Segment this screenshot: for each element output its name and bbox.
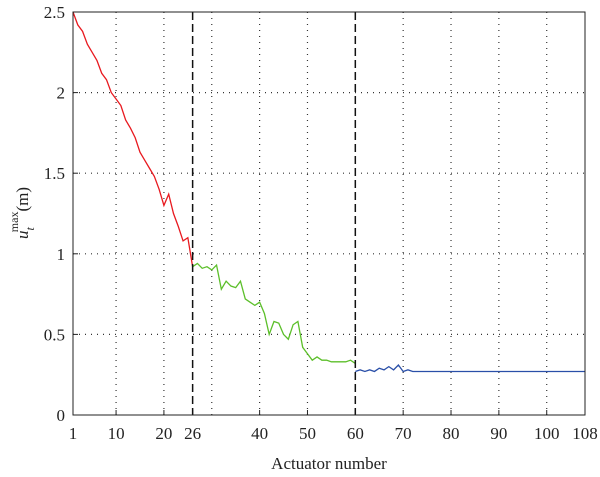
y-label-base: u — [13, 231, 32, 240]
x-tick-label: 20 — [155, 424, 172, 443]
x-tick-label: 60 — [347, 424, 364, 443]
y-tick-label: 0.5 — [44, 325, 65, 344]
x-tick-label: 40 — [251, 424, 268, 443]
x-tick-label: 90 — [490, 424, 507, 443]
x-tick-label: 50 — [299, 424, 316, 443]
data-line — [72, 11, 194, 267]
x-axis-label: Actuator number — [271, 454, 387, 473]
y-tick-label: 1 — [57, 245, 66, 264]
y-tick-label: 2.5 — [44, 3, 65, 22]
x-tick-label: 100 — [534, 424, 560, 443]
y-tick-label: 0 — [57, 406, 66, 425]
y-axis-label: utmax(m) — [7, 187, 37, 239]
x-tick-label: 80 — [443, 424, 460, 443]
x-tick-label: 10 — [108, 424, 125, 443]
y-label-sub: t — [23, 227, 37, 231]
x-tick-label: 26 — [184, 424, 201, 443]
y-tick-label: 2 — [57, 84, 66, 103]
data-line — [192, 262, 356, 364]
y-label-sup: max — [7, 212, 21, 233]
y-label-unit: (m) — [13, 187, 32, 212]
y-tick-label: 1.5 — [44, 164, 65, 183]
plot-frame — [72, 11, 586, 416]
x-tick-label: 108 — [572, 424, 598, 443]
x-tick-label: 1 — [69, 424, 78, 443]
x-tick-label: 70 — [395, 424, 412, 443]
data-line — [355, 364, 585, 373]
